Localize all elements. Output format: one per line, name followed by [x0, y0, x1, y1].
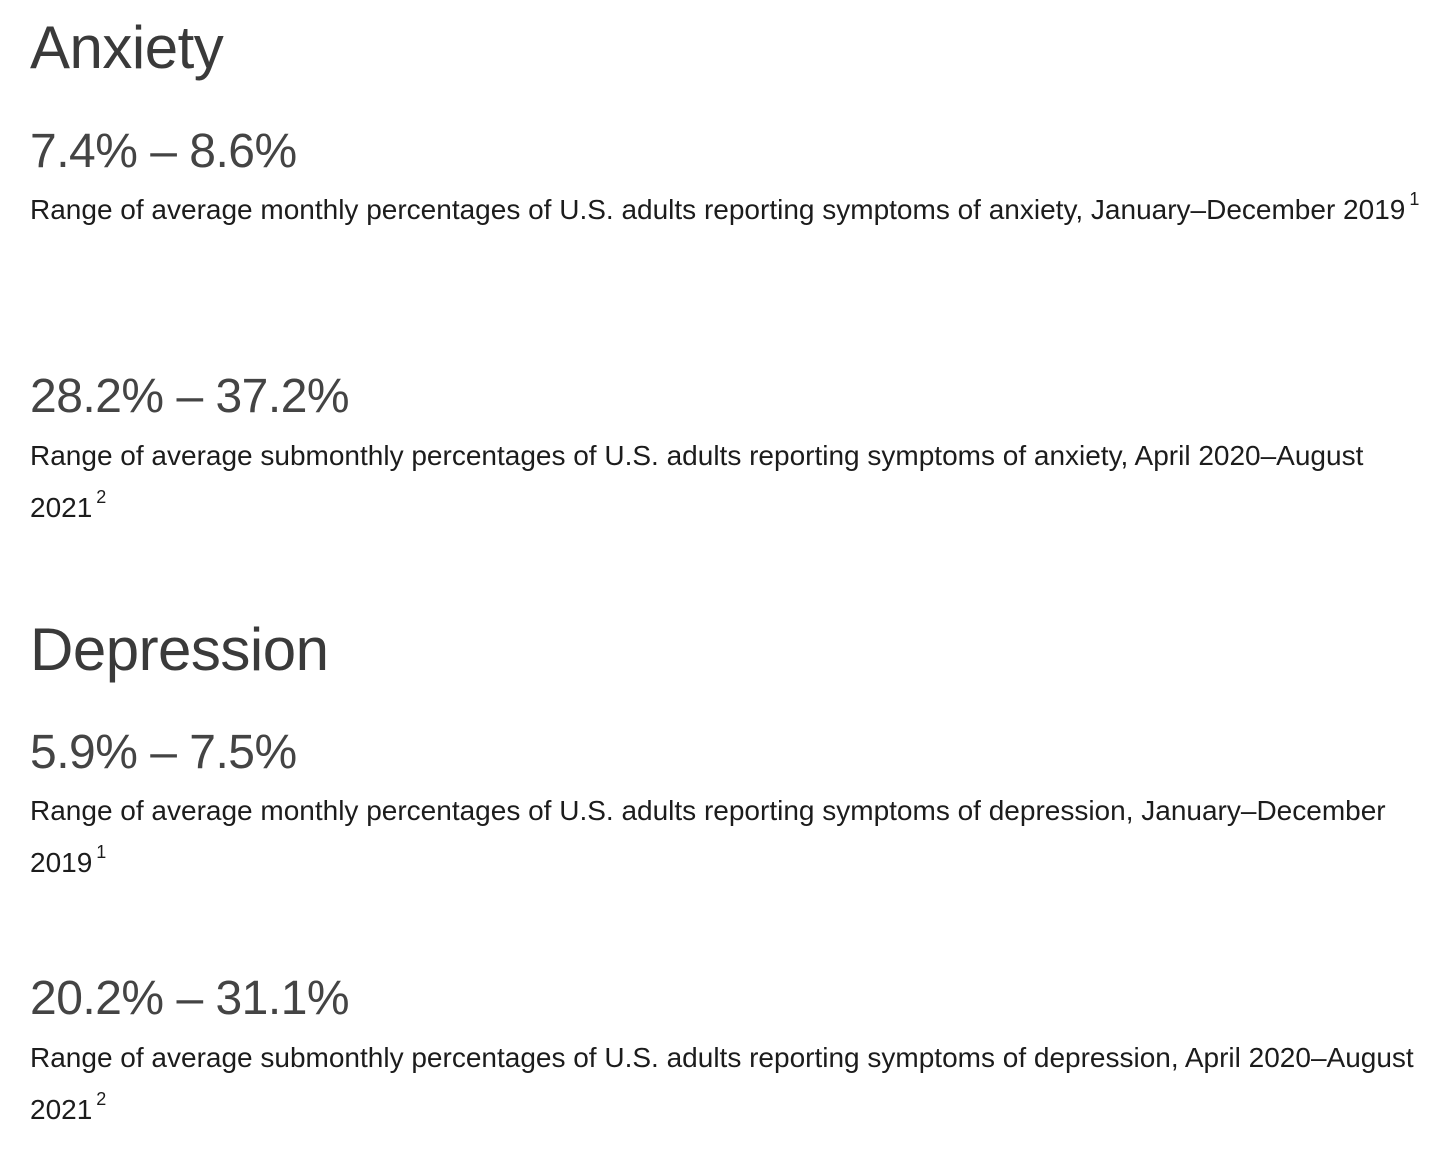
footnote-marker: 1 [1409, 188, 1420, 209]
stat-description-text: Range of average submonthly percentages … [30, 440, 1364, 523]
stat-value: 28.2% – 37.2% [30, 370, 350, 423]
stat-description: Range of average submonthly percentages … [30, 1032, 1420, 1136]
footnote-marker: 2 [96, 486, 107, 507]
stat-description-text: Range of average submonthly percentages … [30, 1042, 1414, 1125]
footnote-marker: 1 [96, 841, 107, 862]
section-title-depression: Depression [30, 616, 329, 683]
stat-value: 5.9% – 7.5% [30, 726, 297, 779]
stat-description: Range of average monthly percentages of … [30, 184, 1420, 236]
section-title-anxiety: Anxiety [30, 14, 224, 81]
stat-description-text: Range of average monthly percentages of … [30, 795, 1386, 878]
stat-description: Range of average submonthly percentages … [30, 430, 1420, 534]
stat-value: 20.2% – 31.1% [30, 972, 350, 1025]
stat-value: 7.4% – 8.6% [30, 125, 297, 178]
stat-description: Range of average monthly percentages of … [30, 785, 1420, 889]
footnote-marker: 2 [96, 1088, 107, 1109]
stat-description-text: Range of average monthly percentages of … [30, 194, 1406, 225]
